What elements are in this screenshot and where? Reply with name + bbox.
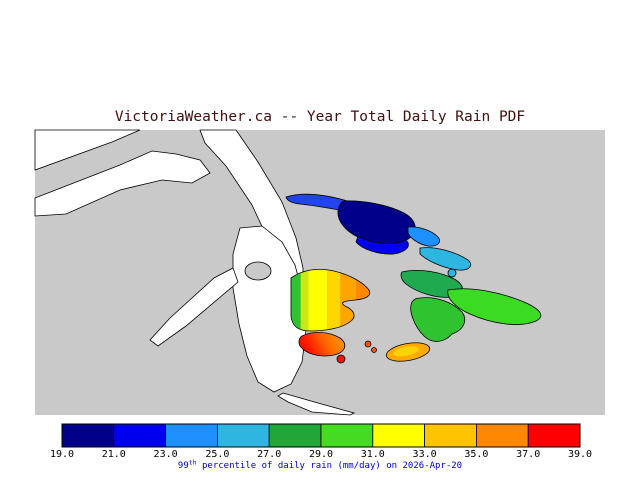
colorbar-tick-label: 25.0 <box>205 449 229 460</box>
colorbar-tick-label: 31.0 <box>361 449 385 460</box>
region-red-dot <box>336 354 346 364</box>
region-island-green-long <box>447 288 542 325</box>
colorbar-segment <box>61 423 115 448</box>
colorbar-segment <box>113 423 167 448</box>
caption-superscript: th <box>189 459 197 467</box>
water-south-sliver <box>277 392 356 416</box>
region-peninsula-rainbow <box>290 268 371 332</box>
colorbar-tick-label: 23.0 <box>154 449 178 460</box>
figure-caption: 99th percentile of daily rain (mm/day) o… <box>178 459 462 472</box>
colorbar-tick-label: 29.0 <box>309 449 333 460</box>
chart-title: VictoriaWeather.ca -- Year Total Daily R… <box>115 109 525 125</box>
water-top-left-wedge <box>34 129 141 171</box>
region-blob-orange-red <box>298 332 346 357</box>
colorbar-segment <box>268 423 322 448</box>
caption-base-start: 99 <box>178 461 189 471</box>
map-area <box>34 129 605 416</box>
colorbar: 19.0 21.0 23.0 25.0 27.0 29.0 31.0 33.0 … <box>50 423 592 460</box>
colorbar-segment <box>320 423 374 448</box>
colorbar-segment <box>372 423 425 448</box>
caption-base-end: percentile of daily rain (mm/day) on 202… <box>197 461 463 471</box>
region-island-green-south <box>410 297 466 342</box>
colorbar-tick-label: 37.0 <box>516 449 540 460</box>
colorbar-tick-label: 35.0 <box>464 449 488 460</box>
islet-in-basin <box>244 261 272 281</box>
region-cyan-islet <box>447 268 457 278</box>
water-channel-west <box>34 150 211 217</box>
colorbar-tick-label: 33.0 <box>413 449 437 460</box>
colorbar-segment <box>165 423 218 448</box>
colorbar-tick-label: 19.0 <box>50 449 74 460</box>
colorbar-segment <box>475 423 529 448</box>
region-oval-group <box>385 342 431 362</box>
colorbar-tick-label: 27.0 <box>257 449 281 460</box>
colorbar-tick-label: 39.0 <box>568 449 592 460</box>
region-island-blue <box>407 226 440 247</box>
region-island-cyan <box>419 247 472 271</box>
region-oval-inner <box>393 346 419 357</box>
colorbar-border <box>61 423 581 448</box>
colorbar-tick-label: 21.0 <box>102 449 126 460</box>
region-speck-2 <box>371 347 377 353</box>
water-inlet-thin <box>149 267 239 347</box>
colorbar-segment <box>527 423 581 448</box>
region-saltspring-south-rim <box>355 235 409 255</box>
colorbar-segment <box>216 423 270 448</box>
region-speck-1 <box>364 340 372 348</box>
colorbar-segment <box>424 423 477 448</box>
